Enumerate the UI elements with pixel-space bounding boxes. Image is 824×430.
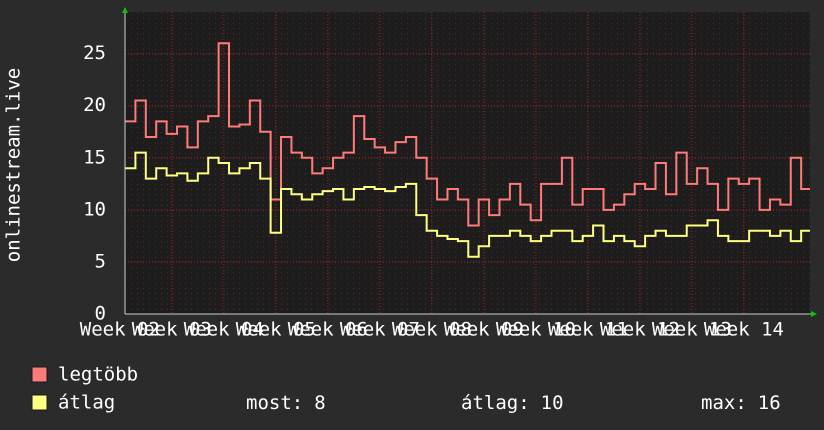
legend-label: átlag [58, 392, 115, 414]
grid [125, 12, 810, 315]
y-tick-label: 25 [83, 42, 106, 64]
series-line [125, 151, 810, 258]
minor-grid [125, 12, 810, 314]
x-tick-label: Week 02 [80, 319, 160, 341]
y-axis-label: onlinestream.live [3, 68, 25, 262]
stat-value: 8 [314, 392, 325, 414]
x-tick-label: Week 03 [132, 319, 212, 341]
axis-arrow [122, 7, 128, 13]
x-tick-label: Week 07 [340, 319, 420, 341]
x-tick-label: Week 13 [652, 319, 732, 341]
legend-label: legtöbb [58, 364, 138, 386]
x-tick-label: Week 06 [288, 319, 368, 341]
x-tick-label: Week 09 [444, 319, 524, 341]
y-tick-label: 20 [83, 94, 106, 116]
y-tick-label: 0 [95, 303, 106, 325]
x-tick-label: Week 10 [496, 319, 576, 341]
stat-label: átlag: [461, 392, 530, 414]
legend-swatch [31, 366, 48, 383]
x-tick-label: Week 11 [548, 319, 628, 341]
x-tick-label: Week 04 [184, 319, 264, 341]
y-tick-label: 10 [83, 198, 106, 220]
legend-swatch [31, 394, 48, 411]
stat-value: 10 [541, 392, 564, 414]
x-tick-label: Week 12 [600, 319, 680, 341]
stat: most: 8 [246, 392, 326, 414]
series-line [125, 42, 810, 227]
stat-label: most: [246, 392, 303, 414]
axis-arrow [811, 311, 817, 317]
x-tick-label: Week 05 [236, 319, 316, 341]
stat: átlag: 10 [461, 392, 564, 414]
stat-value: 16 [758, 392, 781, 414]
x-tick-label: Week 08 [392, 319, 472, 341]
stat: max: 16 [701, 392, 781, 414]
x-tick-label: Week 14 [704, 319, 784, 341]
stat-label: max: [701, 392, 747, 414]
marks [125, 42, 810, 258]
y-tick-label: 15 [83, 146, 106, 168]
y-tick-label: 5 [95, 250, 106, 272]
